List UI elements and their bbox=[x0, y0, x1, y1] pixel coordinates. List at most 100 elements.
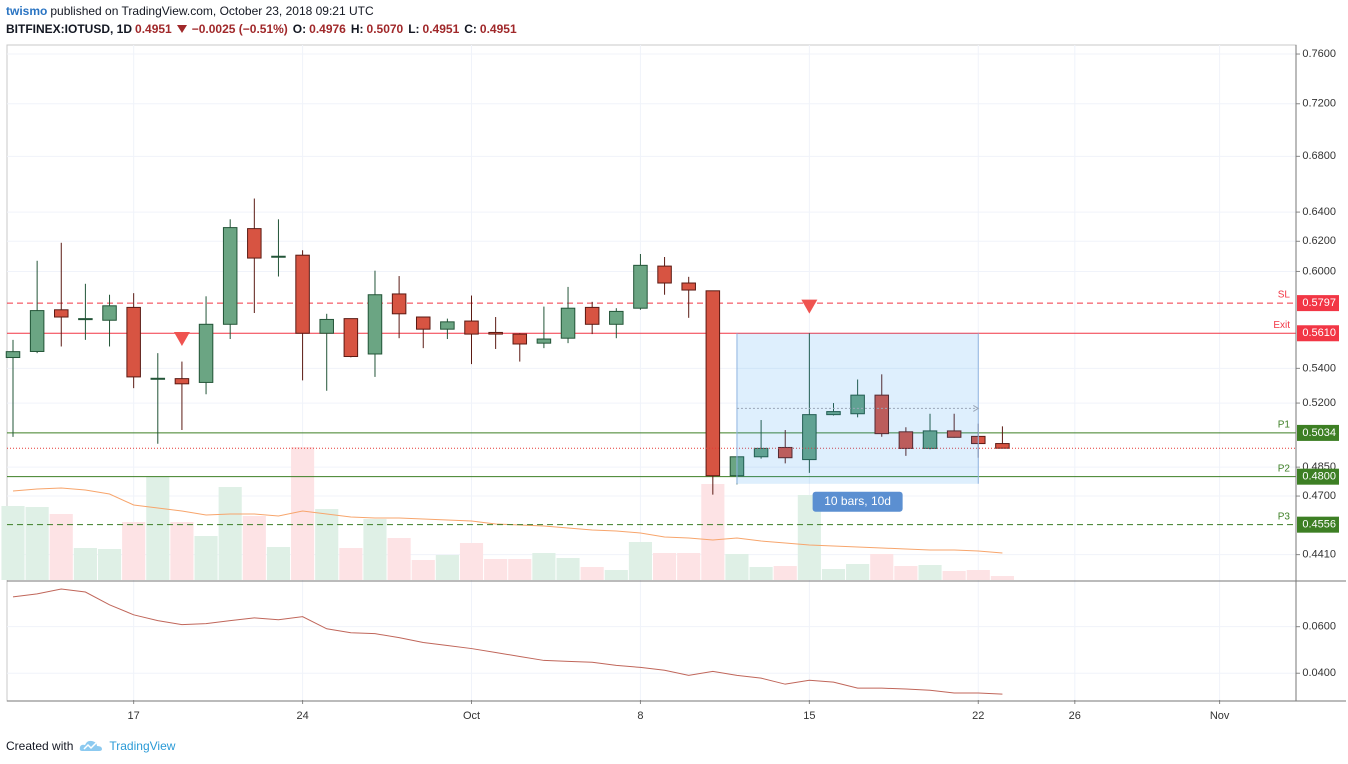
volume-bar bbox=[773, 566, 797, 580]
y-tick-label: 0.6000 bbox=[1302, 265, 1336, 277]
candle-body bbox=[705, 290, 721, 477]
candle-body bbox=[681, 282, 696, 291]
candle-body bbox=[922, 430, 938, 449]
candle-body bbox=[271, 255, 286, 258]
y-tick-label: 0.0400 bbox=[1302, 667, 1336, 679]
down-icon bbox=[176, 25, 187, 33]
level-value-label: 0.5797 bbox=[1302, 297, 1336, 309]
candle-body bbox=[633, 264, 648, 309]
candle-body bbox=[536, 338, 552, 344]
y-tick-label: 0.7200 bbox=[1302, 98, 1336, 110]
candle-body bbox=[415, 316, 431, 330]
logo bbox=[80, 740, 103, 751]
volume-bar bbox=[122, 522, 146, 580]
level-value-label: 0.4800 bbox=[1302, 471, 1336, 483]
x-tick-label: 15 bbox=[803, 710, 815, 722]
candle-body bbox=[174, 378, 190, 385]
volume-bar bbox=[966, 570, 990, 580]
level-name: P2 bbox=[1278, 463, 1291, 474]
x-tick-label: 24 bbox=[296, 710, 308, 722]
level-value-box bbox=[1297, 295, 1339, 312]
brand[interactable]: TradingView bbox=[109, 739, 176, 753]
candle-body bbox=[102, 305, 117, 321]
created-with: Created with bbox=[6, 739, 74, 753]
volume-bar bbox=[870, 554, 894, 580]
level-value-label: 0.4556 bbox=[1302, 519, 1336, 531]
volume-bar bbox=[556, 558, 580, 580]
volume-bar bbox=[97, 549, 122, 580]
candle-body bbox=[5, 351, 21, 359]
indicator-line bbox=[12, 588, 1003, 695]
candle-body bbox=[946, 430, 962, 438]
candle-body bbox=[54, 309, 69, 318]
candle-body bbox=[874, 394, 890, 435]
candle-body bbox=[512, 333, 528, 345]
x-tick-label: Oct bbox=[463, 710, 480, 722]
level-value-box bbox=[1297, 516, 1339, 533]
candle-body bbox=[367, 294, 383, 355]
footer: Created with TradingView bbox=[6, 739, 175, 753]
volume-bar bbox=[532, 553, 556, 580]
high-value: 0.5070 bbox=[366, 22, 404, 36]
volume-bar bbox=[218, 487, 242, 580]
volume-bar bbox=[701, 484, 725, 580]
volume-bar bbox=[194, 536, 218, 580]
x-tick-label: 22 bbox=[972, 710, 984, 722]
y-tick-label: 0.5200 bbox=[1302, 397, 1336, 409]
y-tick-label: 0.0600 bbox=[1302, 621, 1336, 633]
volume-bar bbox=[1, 506, 25, 580]
volume-bar bbox=[242, 516, 266, 580]
volume-bar bbox=[942, 571, 966, 580]
candle-body bbox=[29, 310, 45, 352]
candle-body bbox=[222, 227, 238, 325]
volume-bar bbox=[291, 447, 315, 580]
candle-body bbox=[850, 394, 865, 415]
y-tick-label: 0.6800 bbox=[1302, 150, 1336, 162]
candle-body bbox=[777, 446, 793, 459]
high-label: H: bbox=[350, 22, 364, 36]
volume-bar bbox=[749, 567, 773, 580]
level-name: P1 bbox=[1278, 420, 1291, 431]
range-label: 10 bars, 10d bbox=[824, 494, 891, 508]
pane-frame bbox=[6, 44, 1297, 702]
volume-bar bbox=[411, 560, 435, 580]
candle-body bbox=[198, 323, 214, 383]
low-label: L: bbox=[408, 22, 420, 36]
volume-bar bbox=[315, 509, 339, 580]
candle-body bbox=[440, 321, 455, 330]
header-line: twismo published on TradingView.com, Oct… bbox=[6, 4, 374, 18]
author[interactable]: twismo bbox=[6, 4, 48, 18]
volume-bar bbox=[387, 538, 411, 580]
volume-bar bbox=[508, 559, 532, 580]
y-tick-label: 0.6200 bbox=[1302, 235, 1336, 247]
y-tick-label: 0.4700 bbox=[1302, 490, 1336, 502]
volume-bar bbox=[435, 555, 459, 580]
volume-bar bbox=[73, 548, 97, 580]
x-tick-label: 26 bbox=[1069, 710, 1081, 722]
volume-bar bbox=[846, 564, 870, 580]
y-tick-label: 0.6400 bbox=[1302, 206, 1336, 218]
open-value: 0.4976 bbox=[309, 22, 346, 36]
volume-bar bbox=[25, 507, 49, 580]
close-value: 0.4951 bbox=[479, 22, 517, 36]
level-value-label: 0.5610 bbox=[1302, 327, 1336, 339]
level-name: P3 bbox=[1278, 511, 1291, 522]
volume-bar bbox=[918, 565, 942, 580]
volume-bar bbox=[990, 576, 1014, 580]
range-arrow bbox=[973, 404, 980, 412]
candle-body bbox=[464, 320, 479, 335]
candle-body bbox=[753, 447, 769, 458]
candle-body bbox=[584, 306, 600, 325]
volume-bar bbox=[821, 569, 846, 580]
volume-bar bbox=[459, 543, 484, 580]
volume-bar bbox=[894, 566, 918, 580]
low-value: 0.4951 bbox=[422, 22, 460, 36]
candle-body bbox=[898, 431, 914, 449]
candle-body bbox=[657, 265, 672, 284]
signal-marker bbox=[173, 332, 190, 347]
level-value-label: 0.5034 bbox=[1302, 427, 1336, 439]
candle-body bbox=[488, 331, 503, 335]
level-value-box bbox=[1297, 325, 1339, 342]
